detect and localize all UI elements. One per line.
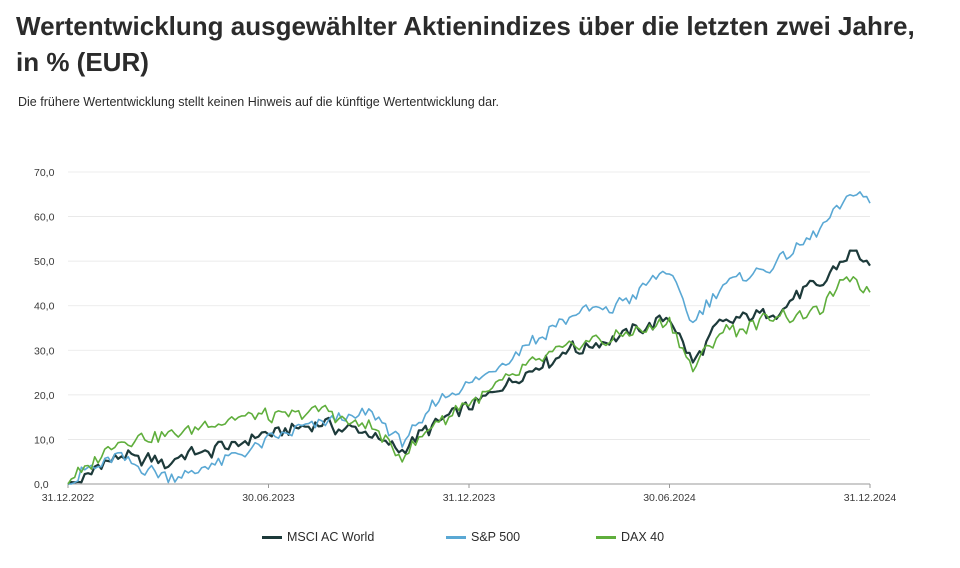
x-tick-label: 31.12.2023 xyxy=(443,492,496,504)
series-lines xyxy=(67,191,871,485)
y-axis-ticks: 0,0 10,0 20,0 30,0 40,0 50,0 60,0 70,0 xyxy=(34,167,55,491)
gridlines xyxy=(68,171,870,485)
x-axis-ticks: 31.12.2022 30.06.2023 31.12.2023 30.06.2024… xyxy=(42,484,897,504)
legend-item-sp500[interactable]: S&P 500 xyxy=(446,530,520,544)
legend-item-dax[interactable]: DAX 40 xyxy=(596,530,664,544)
legend-swatch-msci xyxy=(262,535,282,539)
legend-swatch-sp500 xyxy=(446,535,466,539)
series-line-s-p-500 xyxy=(68,191,871,485)
series-line-dax-40 xyxy=(67,276,871,485)
y-tick-label: 30,0 xyxy=(34,345,55,357)
y-tick-label: 40,0 xyxy=(34,301,55,313)
line-chart: 0,0 10,0 20,0 30,0 40,0 50,0 60,0 70,0 31.12.20… xyxy=(34,167,897,504)
x-tick-label: 30.06.2023 xyxy=(242,492,295,504)
y-tick-label: 0,0 xyxy=(34,479,49,491)
legend-item-msci[interactable]: MSCI AC World xyxy=(262,530,374,544)
legend-label-dax: DAX 40 xyxy=(621,530,665,544)
series-line-msci-ac-world xyxy=(67,249,871,485)
y-tick-label: 50,0 xyxy=(34,256,55,268)
x-tick-label: 31.12.2022 xyxy=(42,492,95,504)
legend-swatch-dax xyxy=(596,535,616,539)
x-tick-label: 31.12.2024 xyxy=(844,492,897,504)
y-tick-label: 70,0 xyxy=(34,167,55,179)
legend-label-msci: MSCI AC World xyxy=(287,530,375,544)
legend: MSCI AC World S&P 500 DAX 40 xyxy=(0,530,960,554)
y-tick-label: 60,0 xyxy=(34,212,55,224)
chart-subtitle: Die frühere Wertentwicklung stellt keine… xyxy=(18,95,500,109)
chart-title: Wertentwicklung ausgewählter Aktienindiz… xyxy=(16,11,915,77)
x-tick-label: 30.06.2024 xyxy=(643,492,696,504)
y-tick-label: 10,0 xyxy=(34,434,55,446)
y-tick-label: 20,0 xyxy=(34,390,55,402)
legend-label-sp500: S&P 500 xyxy=(471,530,521,544)
